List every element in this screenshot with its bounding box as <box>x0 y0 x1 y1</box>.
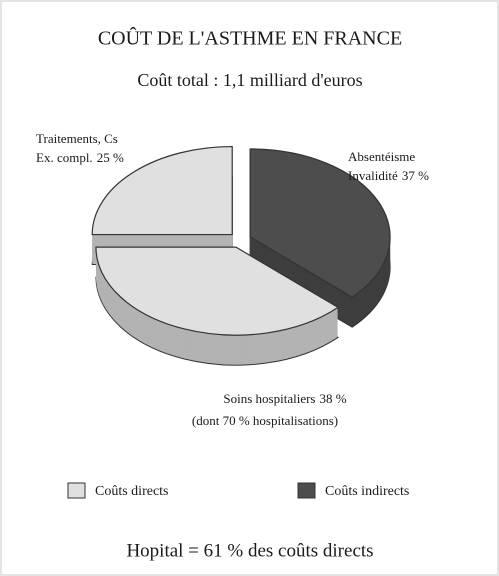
slice-label: Absentéisme Invalidité 37 % <box>348 149 429 183</box>
slice-label-line: Traitements, Cs <box>36 131 118 146</box>
slice <box>91 145 233 236</box>
slice <box>95 246 339 336</box>
footer: Hopital = 61 % des coûts directs <box>126 540 373 561</box>
legend-swatch <box>67 482 86 499</box>
value-label: 38 % <box>320 391 347 406</box>
slice <box>249 148 391 298</box>
value-label: 25 % <box>97 150 124 165</box>
slice-label-line: Absentéisme <box>348 149 415 164</box>
slice-label: Traitements, Cs Ex. compl. 25 % <box>36 131 124 165</box>
slice-label-line: Soins hospitaliers <box>223 391 315 406</box>
legend-swatch <box>297 482 316 499</box>
slice-label-line: Ex. compl. <box>36 150 93 165</box>
chart-title: COÛT DE L'ASTHME EN FRANCE <box>98 26 402 50</box>
legend-label: Coûts indirects <box>325 484 409 499</box>
value-label: 37 % <box>402 168 429 183</box>
slice-label: Soins hospitaliers 38 % <box>223 391 346 406</box>
legend-label: Coûts directs <box>95 484 169 499</box>
chart-subtitle: Coût total : 1,1 milliard d'euros <box>137 70 362 90</box>
slice-label-line: Invalidité <box>348 168 398 183</box>
annotation: (dont 70 % hospitalisations) <box>192 413 338 428</box>
